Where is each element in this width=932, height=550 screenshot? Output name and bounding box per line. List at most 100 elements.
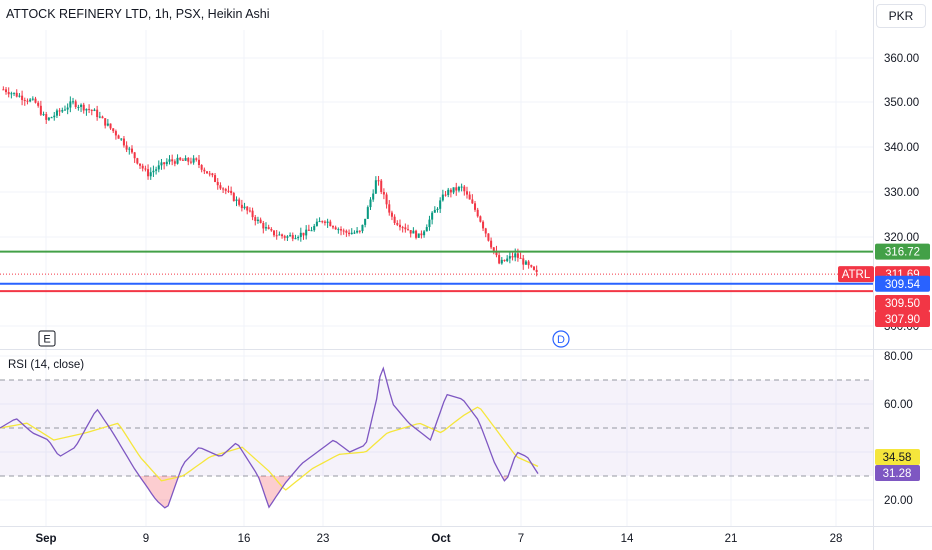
candle-body xyxy=(323,221,326,223)
candle-body xyxy=(463,186,466,192)
candle-body xyxy=(294,238,297,240)
candle-body xyxy=(63,109,66,111)
candle-body xyxy=(340,229,343,231)
label-resistance-text: 316.72 xyxy=(885,247,920,259)
candle-body xyxy=(329,221,332,227)
candle-body xyxy=(165,161,168,165)
chart-title: ATTOCK REFINERY LTD, 1h, PSX, Heikin Ash… xyxy=(6,7,270,21)
candle-body xyxy=(238,199,241,205)
candle-body xyxy=(522,258,525,265)
time-tick-label: 28 xyxy=(830,533,843,545)
candle-body xyxy=(431,212,434,220)
time-tick-label: 16 xyxy=(238,533,251,545)
rsi-tick-label: 20.00 xyxy=(884,495,913,507)
candle-body xyxy=(206,171,209,174)
candle-body xyxy=(176,157,179,164)
candle-body xyxy=(404,227,407,230)
candle-body xyxy=(307,229,310,231)
candle-body xyxy=(50,117,53,119)
time-tick-label: 9 xyxy=(143,533,149,545)
candle-body xyxy=(423,231,426,236)
candle-body xyxy=(452,187,455,193)
candle-body xyxy=(348,232,351,235)
candle-body xyxy=(222,188,225,190)
candle-body xyxy=(122,138,125,146)
candle-body xyxy=(398,224,401,228)
candle-body xyxy=(495,250,498,256)
candle-body xyxy=(273,230,276,236)
candle-body xyxy=(106,123,109,126)
candle-body xyxy=(254,217,257,221)
candle-body xyxy=(130,148,133,153)
candle-body xyxy=(369,199,372,208)
earnings-marker-box xyxy=(38,330,56,347)
candle-body xyxy=(396,222,399,225)
candle-body xyxy=(189,161,192,163)
candle-body xyxy=(171,159,174,162)
candle-body xyxy=(310,230,313,232)
candle-body xyxy=(530,265,533,267)
candle-body xyxy=(476,209,479,217)
candle-body xyxy=(259,219,262,223)
candle-body xyxy=(21,95,24,101)
candle-body xyxy=(433,209,436,213)
candle-body xyxy=(179,157,182,160)
candle-body xyxy=(315,221,318,226)
candle-body xyxy=(7,92,10,95)
candle-body xyxy=(184,158,187,161)
candle-body xyxy=(101,116,104,119)
time-tick-label: Oct xyxy=(431,533,450,545)
candle-body xyxy=(449,189,452,193)
candle-body xyxy=(125,145,128,150)
price-tick-label: 330.00 xyxy=(884,187,919,199)
candle-body xyxy=(511,256,514,258)
candle-body xyxy=(256,219,259,221)
candle-body xyxy=(128,148,131,150)
currency-button[interactable]: PKR xyxy=(876,4,926,28)
candle-body xyxy=(535,269,538,273)
time-tick-label: 23 xyxy=(317,533,330,545)
candle-body xyxy=(39,105,42,115)
candle-body xyxy=(31,98,34,100)
label-support-red: 307.90 xyxy=(875,311,930,327)
candle-body xyxy=(479,216,482,222)
candle-body xyxy=(136,158,139,164)
candle-body xyxy=(55,110,58,116)
candle-body xyxy=(216,181,219,186)
candle-body xyxy=(144,168,147,170)
candle-body xyxy=(409,230,412,234)
candle-body xyxy=(377,180,380,182)
candle-body xyxy=(155,169,158,171)
candle-body xyxy=(262,222,265,229)
candle-body xyxy=(345,230,348,233)
label-extra: 309.50 xyxy=(875,295,930,311)
candle-body xyxy=(342,230,345,232)
horizontal-lines[interactable] xyxy=(0,250,873,293)
rsi-indicator-label[interactable]: RSI (14, close) xyxy=(8,359,85,371)
candle-body xyxy=(401,227,404,229)
candle-body xyxy=(10,93,13,95)
rsi-line xyxy=(0,366,539,509)
candle-body xyxy=(532,266,535,270)
label-support-red-bg xyxy=(875,311,930,327)
candle-body xyxy=(18,95,21,97)
earnings-marker-text: E xyxy=(43,334,50,346)
candle-body xyxy=(227,190,230,192)
candle-body xyxy=(519,257,522,259)
label-symbol-bg xyxy=(838,266,874,283)
candle-body xyxy=(47,117,50,120)
candle-body xyxy=(104,118,107,126)
rsi-oversold-fill xyxy=(0,476,538,508)
candle-body xyxy=(37,102,40,106)
candle-body xyxy=(211,173,214,176)
rsi-background xyxy=(0,379,873,477)
candle-body xyxy=(26,100,29,102)
candlestick-series xyxy=(2,86,538,277)
label-support-red-text: 307.90 xyxy=(885,314,920,326)
candle-body xyxy=(358,230,361,232)
candle-body xyxy=(428,219,431,228)
candle-body xyxy=(82,104,85,111)
rsi-series xyxy=(0,366,539,509)
